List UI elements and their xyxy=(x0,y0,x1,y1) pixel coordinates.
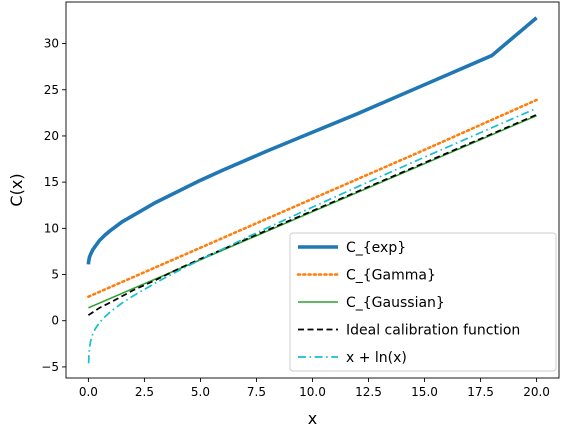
y-tick-label: 25 xyxy=(44,83,59,97)
series-line-2 xyxy=(87,98,538,298)
x-tick-label: 17.5 xyxy=(467,385,494,399)
x-axis-ticks: 0.0 2.5 5.0 7.5 10.0 12.5 15.0 17.5 20.0 xyxy=(79,378,550,399)
series-line-5 xyxy=(87,107,537,364)
x-axis-label: x xyxy=(308,409,317,428)
x-tick-label: 5.0 xyxy=(191,385,210,399)
y-tick-label: 0 xyxy=(51,314,59,328)
series-line-1 xyxy=(86,16,538,265)
legend-frame xyxy=(289,232,557,372)
y-tick-label: 15 xyxy=(44,175,59,189)
y-tick-label: 30 xyxy=(44,37,59,51)
y-axis-label: C(x) xyxy=(7,173,26,206)
x-tick-label: 12.5 xyxy=(355,385,382,399)
y-tick-label: 20 xyxy=(44,129,59,143)
x-tick-label: 15.0 xyxy=(411,385,438,399)
legend-entry-label: Ideal calibration function xyxy=(346,323,520,339)
legend: C_{exp} C_{Gamma} C_{Gaussian} Ideal calibr… xyxy=(289,232,557,372)
legend-entry-label: C_{Gamma} xyxy=(346,268,436,284)
legend-entry-label: x + ln(x) xyxy=(346,350,407,366)
y-tick-label: 5 xyxy=(51,268,59,282)
y-tick-label: −5 xyxy=(41,360,59,374)
y-tick-label: 10 xyxy=(44,221,59,235)
x-tick-label: 0.0 xyxy=(79,385,98,399)
legend-entry-label: C_{exp} xyxy=(346,240,406,256)
x-tick-label: 2.5 xyxy=(135,385,154,399)
plot-lines xyxy=(86,16,538,364)
x-tick-label: 10.0 xyxy=(299,385,326,399)
legend-entry-label: C_{Gaussian} xyxy=(346,295,445,311)
x-tick-label: 20.0 xyxy=(523,385,550,399)
x-tick-label: 7.5 xyxy=(247,385,266,399)
y-axis-ticks: −5 0 5 10 15 20 25 30 xyxy=(41,37,66,374)
